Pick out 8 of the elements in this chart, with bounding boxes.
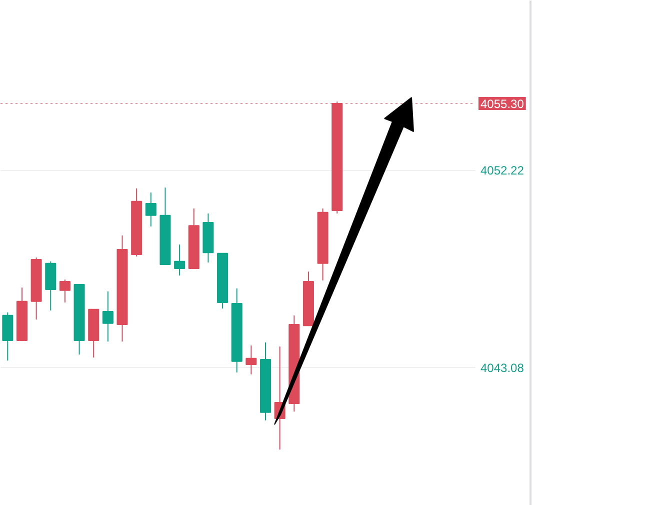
candlestick (145, 192, 156, 227)
y-tick-label: 4043.08 (480, 360, 524, 375)
candlestick (246, 344, 257, 375)
candlestick (174, 244, 186, 276)
candlestick (102, 290, 114, 342)
candlestick (59, 279, 70, 303)
y-tick-label: 4052.22 (480, 164, 524, 178)
ref-line-label: 4055.30 (480, 97, 524, 112)
